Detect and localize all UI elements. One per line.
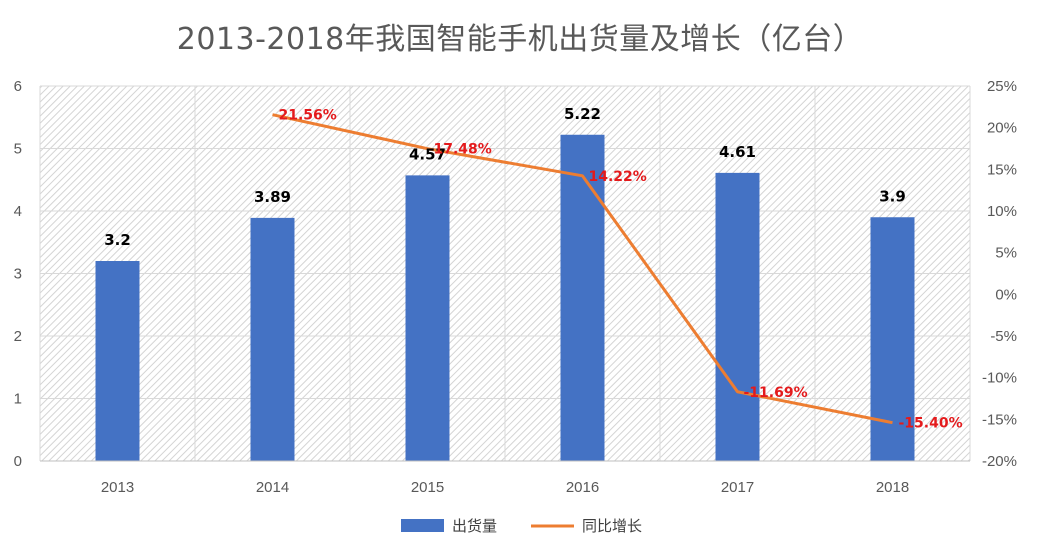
- bar-data-label: 4.57: [409, 145, 446, 163]
- grid-lines: [39, 85, 971, 462]
- y-right-tick-label: 5%: [995, 245, 1017, 262]
- y-right-tick-label: 25%: [987, 78, 1017, 95]
- x-tick-label: 2015: [411, 479, 444, 496]
- y-right-tick-label: -10%: [982, 370, 1017, 387]
- x-tick-label: 2013: [101, 479, 134, 496]
- y-left-tick-label: 0: [14, 453, 22, 470]
- y-right-tick-label: 10%: [987, 203, 1017, 220]
- line-series: [272, 113, 893, 425]
- y-right-tick-label: -15%: [982, 411, 1017, 428]
- y-left-tick-label: 2: [14, 328, 22, 345]
- x-tick-label: 2018: [876, 479, 909, 496]
- y-right-tick-label: 20%: [987, 120, 1017, 137]
- line-data-label: 14.22%: [589, 169, 647, 185]
- legend-swatch-bar: [401, 519, 444, 532]
- bar-data-label: 3.89: [254, 188, 291, 206]
- y-right-tick-label: 0%: [995, 286, 1017, 303]
- y-right-tick-label: 15%: [987, 161, 1017, 178]
- bar: [560, 134, 605, 461]
- bar-data-label: 5.22: [564, 105, 601, 123]
- bar: [95, 261, 140, 461]
- bar-series: [95, 134, 915, 461]
- y-right-tick-label: -5%: [990, 328, 1017, 345]
- y-left-tick-label: 5: [14, 141, 22, 158]
- x-tick-label: 2016: [566, 479, 599, 496]
- legend: 出货量 同比增长: [401, 517, 642, 535]
- chart-title: 2013-2018年我国智能手机出货量及增长（亿台）: [176, 22, 864, 57]
- bar: [715, 172, 760, 461]
- legend-label-line: 同比增长: [582, 517, 642, 535]
- bar-data-label: 3.9: [879, 187, 906, 205]
- y-right-tick-label: -20%: [982, 453, 1017, 470]
- bar-data-label: 3.2: [104, 231, 131, 249]
- y-left-tick-label: 4: [14, 203, 22, 220]
- line-data-label: 17.48%: [434, 142, 492, 158]
- bar: [250, 217, 295, 461]
- y-left-tick-label: 1: [14, 391, 22, 408]
- x-tick-label: 2014: [256, 479, 289, 496]
- y-left-tick-label: 6: [14, 78, 22, 95]
- y-left-tick-label: 3: [14, 266, 22, 283]
- bar: [405, 175, 450, 461]
- data-labels: 3.2 3.89 4.57 5.22 4.61 3.9 21.56% 17.48% 14.22%…: [104, 105, 962, 432]
- legend-label-bar: 出货量: [452, 517, 497, 535]
- bar-data-label: 4.61: [719, 143, 756, 161]
- x-tick-label: 2017: [721, 479, 754, 496]
- line-data-label: -15.40%: [899, 416, 963, 432]
- line-data-label: 21.56%: [279, 108, 337, 124]
- line-data-label: -11.69%: [744, 385, 808, 401]
- line-path: [272, 113, 893, 425]
- axes: 0 1 2 3 4 5 6 -20% -15% -10% -5% 0% 5% 10% 15% 20% 25% 20…: [14, 78, 1017, 496]
